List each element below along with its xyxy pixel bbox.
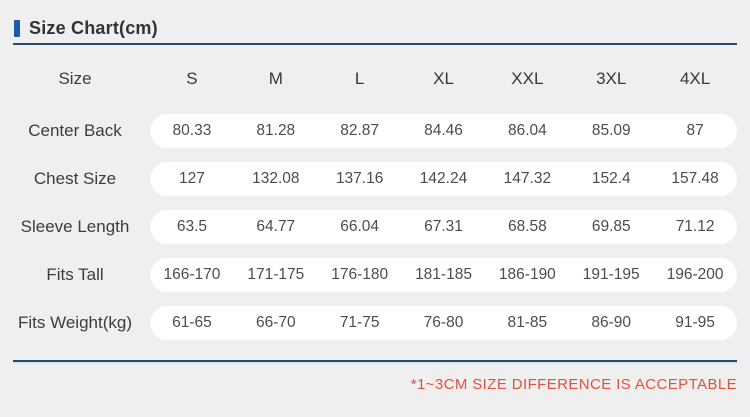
column-header-4xl: 4XL — [679, 69, 711, 88]
value-cell: 127 — [178, 170, 205, 187]
value-pill: 166-170 171-175 176-180 181-185 186-190 … — [150, 258, 737, 292]
value-cell: 71-75 — [339, 314, 380, 331]
value-cell: 84.46 — [424, 122, 463, 139]
row-label: Chest Size — [33, 169, 117, 188]
value-cell: 137.16 — [335, 170, 384, 187]
column-header-xl: XL — [433, 69, 454, 88]
row-label: Sleeve Length — [20, 217, 130, 236]
value-cell: 80.33 — [172, 122, 212, 139]
column-header-3xl: 3XL — [596, 69, 627, 88]
row-label: Fits Tall — [46, 265, 104, 284]
value-cell: 196-200 — [666, 266, 724, 283]
value-cell: 86-90 — [591, 314, 632, 331]
row-label: Fits Weight(kg) — [18, 313, 132, 332]
value-pill: 80.33 81.28 82.87 84.46 86.04 85.09 87 — [150, 114, 737, 148]
value-cell: 61-65 — [172, 314, 212, 331]
table-row-sleeve-length: Sleeve Length 63.5 64.77 66.04 67.31 68.… — [0, 203, 737, 251]
table-header-row: Size S M L XL XXL 3XL 4XL — [0, 55, 737, 103]
value-cell: 64.77 — [256, 218, 296, 235]
value-cell: 66-70 — [255, 314, 296, 331]
column-headers: S M L XL XXL 3XL 4XL — [150, 62, 737, 96]
value-cell: 191-195 — [582, 266, 640, 283]
row-label: Center Back — [28, 121, 122, 140]
value-cell: 81.28 — [256, 122, 296, 139]
value-cell: 82.87 — [340, 122, 380, 139]
value-cell: 142.24 — [419, 170, 468, 187]
title-bar: Size Chart(cm) — [0, 0, 750, 43]
size-chart-table: Size S M L XL XXL 3XL 4XL Center Back 80… — [0, 55, 737, 347]
value-cell: 176-180 — [331, 266, 389, 283]
table-row-fits-tall: Fits Tall 166-170 171-175 176-180 181-18… — [0, 251, 737, 299]
value-cell: 166-170 — [163, 266, 221, 283]
value-cell: 68.58 — [507, 218, 547, 235]
value-cell: 86.04 — [507, 122, 547, 139]
value-pill: 61-65 66-70 71-75 76-80 81-85 86-90 91-9… — [150, 306, 737, 340]
table-row-fits-weight: Fits Weight(kg) 61-65 66-70 71-75 76-80 … — [0, 299, 737, 347]
value-cell: 66.04 — [340, 218, 380, 235]
table-row-chest-size: Chest Size 127 132.08 137.16 142.24 147.… — [0, 155, 737, 203]
value-cell: 171-175 — [247, 266, 305, 283]
value-pill: 127 132.08 137.16 142.24 147.32 152.4 15… — [150, 162, 737, 196]
column-header-size: Size — [58, 69, 92, 88]
value-cell: 147.32 — [503, 170, 552, 187]
value-cell: 87 — [686, 122, 704, 139]
value-cell: 181-185 — [415, 266, 472, 283]
value-cell: 132.08 — [252, 170, 300, 187]
value-cell: 69.85 — [591, 218, 631, 235]
value-cell: 85.09 — [591, 122, 631, 139]
value-cell: 71.12 — [675, 218, 715, 235]
value-cell: 157.48 — [671, 170, 719, 187]
column-header-xxl: XXL — [511, 69, 544, 88]
table-row-center-back: Center Back 80.33 81.28 82.87 84.46 86.0… — [0, 107, 737, 155]
title-accent-marker — [14, 20, 20, 37]
page-title: Size Chart(cm) — [29, 18, 158, 38]
value-cell: 81-85 — [507, 314, 548, 331]
value-cell: 152.4 — [591, 170, 631, 187]
footer-note: *1~3CM SIZE DIFFERENCE IS ACCEPTABLE — [410, 376, 737, 393]
value-cell: 186-190 — [498, 266, 556, 283]
value-cell: 67.31 — [424, 218, 463, 235]
value-cell: 91-95 — [675, 314, 715, 331]
column-header-m: M — [268, 69, 283, 88]
value-cell: 63.5 — [176, 218, 208, 235]
top-divider — [13, 43, 737, 45]
bottom-divider — [13, 360, 737, 362]
column-header-s: S — [186, 69, 198, 88]
column-header-l: L — [354, 69, 365, 88]
value-pill: 63.5 64.77 66.04 67.31 68.58 69.85 71.12 — [150, 210, 737, 244]
value-cell: 76-80 — [423, 314, 464, 331]
